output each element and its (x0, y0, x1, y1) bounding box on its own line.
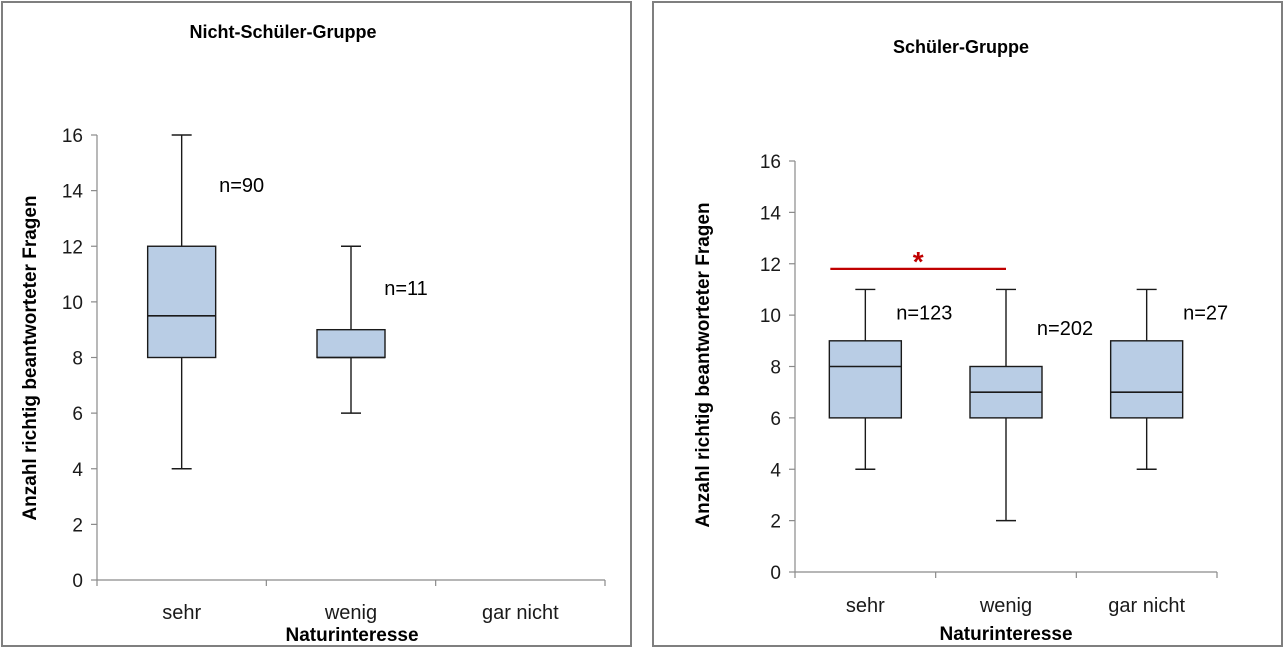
right-panel-frame (652, 1, 1283, 647)
left-panel-frame (1, 1, 632, 647)
left-n-label: n=11 (384, 278, 428, 300)
right-y-tick-label: 4 (770, 460, 781, 481)
left-y-tick-label: 10 (62, 293, 83, 314)
right-n-label: n=202 (1037, 318, 1093, 340)
right-y-tick-label: 10 (760, 306, 781, 327)
left-x-category-label: wenig (324, 602, 377, 624)
right-y-tick-label: 16 (760, 152, 781, 173)
left-x-category-label: sehr (162, 602, 201, 624)
left-x-category-label: gar nicht (482, 602, 559, 624)
left-y-tick-label: 8 (72, 349, 83, 370)
right-n-label: n=123 (896, 303, 952, 325)
right-box-sehr (828, 340, 903, 419)
left-y-tick-label: 16 (62, 126, 83, 147)
right-y-tick-label: 0 (770, 563, 781, 584)
left-y-axis-title: Anzahl richtig beantworteter Fragen (20, 195, 41, 520)
right-x-category-label: wenig (979, 595, 1032, 617)
left-x-axis-title: Naturinteresse (285, 625, 418, 646)
left-y-tick-label: 0 (72, 571, 83, 592)
right-y-tick-label: 8 (770, 358, 781, 379)
right-n-label: n=27 (1183, 303, 1228, 325)
right-x-category-label: sehr (846, 595, 885, 617)
right-x-axis-title: Naturinteresse (939, 624, 1072, 645)
right-chart-title: Schüler-Gruppe (893, 37, 1029, 57)
right-x-category-label: gar nicht (1108, 595, 1185, 617)
right-y-tick-label: 12 (760, 255, 781, 276)
right-significance-mark: * (913, 246, 924, 277)
left-y-tick-label: 6 (72, 404, 83, 425)
left-y-tick-label: 2 (72, 515, 83, 536)
right-y-tick-label: 14 (760, 203, 782, 224)
left-y-tick-label: 4 (72, 460, 83, 481)
left-box-wenig (316, 328, 386, 359)
right-box-gar-nicht (1109, 340, 1184, 419)
right-y-tick-label: 2 (770, 512, 781, 533)
left-chart-title: Nicht-Schüler-Gruppe (189, 22, 376, 42)
left-box-sehr (146, 245, 217, 359)
right-y-tick-label: 6 (770, 409, 781, 430)
right-y-axis-title: Anzahl richtig beantworteter Fragen (693, 202, 714, 527)
left-n-label: n=90 (219, 175, 264, 197)
left-y-tick-label: 14 (62, 182, 84, 203)
left-y-tick-label: 12 (62, 237, 83, 258)
